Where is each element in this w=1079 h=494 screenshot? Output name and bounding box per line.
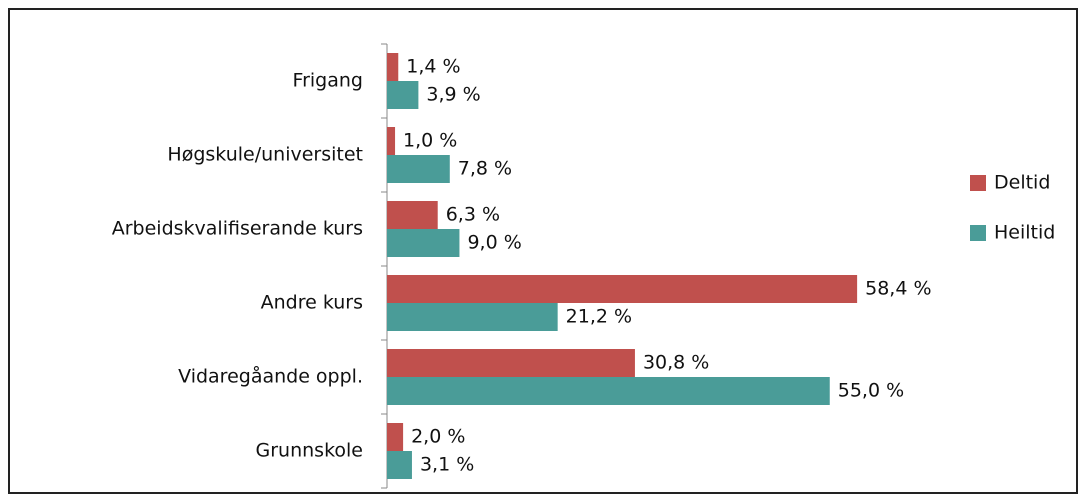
legend-swatch (970, 225, 986, 241)
category-label: Grunnskole (256, 440, 363, 462)
value-label: 9,0 % (467, 232, 521, 254)
bar (387, 377, 830, 405)
value-label: 3,1 % (420, 454, 474, 476)
value-label: 21,2 % (566, 306, 632, 328)
bar (387, 423, 404, 451)
bar (387, 127, 396, 155)
category-label: Arbeidskvalifiserande kurs (112, 218, 363, 240)
bar (387, 275, 858, 303)
category-label: Andre kurs (261, 292, 363, 314)
category-label: Frigang (293, 70, 363, 92)
value-label: 1,4 % (406, 56, 460, 78)
bar (387, 349, 635, 377)
legend-label: Deltid (994, 172, 1050, 194)
bar (387, 81, 419, 109)
category-label: Vidaregåande oppl. (178, 365, 363, 388)
bar (387, 155, 450, 183)
value-label: 2,0 % (411, 426, 465, 448)
chart-frame (8, 8, 1078, 494)
bar (387, 201, 438, 229)
bar (387, 229, 460, 257)
bar (387, 303, 558, 331)
value-label: 7,8 % (458, 158, 512, 180)
legend-label: Heiltid (994, 222, 1055, 244)
bar (387, 451, 412, 479)
bar (387, 53, 399, 81)
value-label: 30,8 % (643, 352, 709, 374)
value-label: 3,9 % (426, 84, 480, 106)
legend-swatch (970, 175, 986, 191)
category-label: Høgskule/universitet (167, 144, 363, 166)
value-label: 55,0 % (838, 380, 904, 402)
value-label: 6,3 % (446, 204, 500, 226)
value-label: 1,0 % (403, 130, 457, 152)
value-label: 58,4 % (865, 278, 931, 300)
